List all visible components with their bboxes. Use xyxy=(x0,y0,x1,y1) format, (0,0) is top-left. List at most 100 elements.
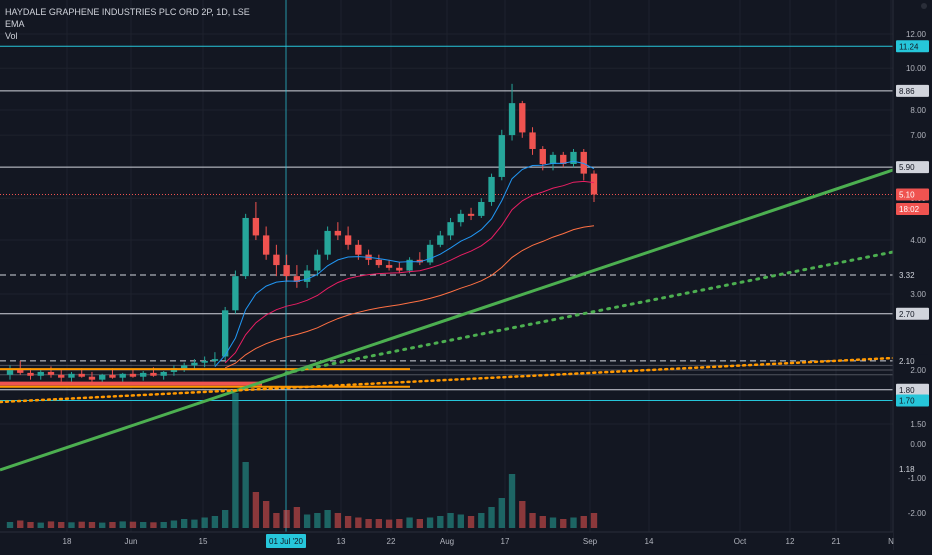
volume-bar xyxy=(273,513,280,528)
price-label-text: 5.90 xyxy=(899,163,915,172)
x-tick-label: N xyxy=(888,537,894,546)
indicator-vol-label[interactable]: Vol xyxy=(5,31,18,41)
candle-body xyxy=(283,265,290,277)
volume-bar xyxy=(580,516,587,528)
crosshair-x-label: 01 Jul '20 xyxy=(269,537,304,546)
candle-body xyxy=(324,230,331,255)
x-tick-label: 21 xyxy=(832,537,841,546)
candle-body xyxy=(252,217,260,236)
volume-bar xyxy=(150,522,157,528)
volume-bar xyxy=(232,393,239,528)
volume-bar xyxy=(334,513,342,528)
candle-body xyxy=(293,276,301,282)
price-label-text: 2.70 xyxy=(899,310,915,319)
candle-body xyxy=(314,254,321,271)
ema-line-fast xyxy=(214,160,595,368)
candle-body xyxy=(539,148,546,164)
candle-body xyxy=(344,235,352,245)
crosshair-x-label-box xyxy=(266,534,306,548)
volume-bar xyxy=(324,510,331,528)
price-label-box xyxy=(896,383,929,396)
price-label-box xyxy=(896,463,929,476)
candle-body xyxy=(129,373,137,377)
ema-line-slow xyxy=(224,225,595,369)
volume-bar xyxy=(119,521,126,528)
volume-bar xyxy=(99,522,106,528)
volume-bar xyxy=(570,517,577,528)
price-label-box xyxy=(896,188,929,201)
candle-body xyxy=(467,213,475,216)
candle-body xyxy=(355,244,362,255)
candle-body xyxy=(242,217,249,277)
price-label-box xyxy=(896,84,929,97)
symbol-title: HAYDALE GRAPHENE INDUSTRIES PLC ORD 2P, … xyxy=(5,7,250,17)
volume-bar xyxy=(519,501,526,528)
candle-body xyxy=(590,173,598,195)
volume-bar xyxy=(355,517,362,528)
price-label-box xyxy=(896,161,929,174)
volume-bar xyxy=(68,522,75,528)
candle-body xyxy=(426,244,434,263)
volume-bar xyxy=(47,521,55,528)
volume-bar xyxy=(191,519,198,528)
y-tick-label: 7.00 xyxy=(910,131,926,140)
volume-bar xyxy=(539,516,546,528)
y-tick-label: -2.00 xyxy=(908,509,927,518)
chart-legend: HAYDALE GRAPHENE INDUSTRIES PLC ORD 2P, … xyxy=(5,6,250,42)
volume-bar xyxy=(109,522,116,528)
candle-body xyxy=(447,222,454,236)
candle-body xyxy=(262,235,270,255)
price-label-box xyxy=(896,40,929,53)
candle-body xyxy=(180,365,188,369)
candle-body xyxy=(498,135,505,177)
candle-body xyxy=(303,270,311,282)
candle-body xyxy=(519,103,526,133)
price-label-text: 18:02 xyxy=(899,205,920,214)
volume-bar xyxy=(447,513,454,528)
volume-bar xyxy=(396,519,403,528)
candle-body xyxy=(529,132,536,149)
trendline-dotted xyxy=(284,250,895,375)
candle-body xyxy=(508,103,516,136)
indicator-ema-label[interactable]: EMA xyxy=(5,19,25,29)
volume-bar xyxy=(344,516,352,528)
volume-bar xyxy=(590,513,598,528)
y-tick-label: 8.00 xyxy=(910,106,926,115)
candle-body xyxy=(385,265,393,268)
candle-body xyxy=(6,370,14,375)
x-tick-label: Aug xyxy=(440,537,454,546)
price-label-text: 1.70 xyxy=(899,397,915,406)
x-tick-label: 18 xyxy=(63,537,72,546)
price-label-box xyxy=(896,203,929,216)
candle-body xyxy=(201,360,208,363)
candle-body xyxy=(150,372,157,376)
candle-body xyxy=(17,370,24,373)
price-label-box xyxy=(896,354,929,367)
volume-bar xyxy=(508,474,516,528)
candle-body xyxy=(140,372,147,377)
volume-bar xyxy=(58,522,65,528)
volume-bar xyxy=(375,519,383,528)
candle-body xyxy=(27,372,34,376)
volume-bar xyxy=(293,507,301,528)
volume-bar xyxy=(467,516,475,528)
candle-body xyxy=(211,359,219,361)
volume-bar xyxy=(549,517,557,528)
candle-body xyxy=(109,374,116,378)
volume-bar xyxy=(385,519,393,528)
volume-bar xyxy=(406,517,413,528)
price-label-text: 5.10 xyxy=(899,190,915,199)
volume-bar xyxy=(314,513,321,528)
y-tick-label: 12.00 xyxy=(906,30,927,39)
volume-bar xyxy=(426,517,434,528)
volume-bar xyxy=(457,514,464,528)
candle-body xyxy=(396,267,403,271)
trendline-main xyxy=(0,168,894,472)
volume-bar xyxy=(17,520,24,528)
y-tick-label: -1.00 xyxy=(908,474,927,483)
volume-bar xyxy=(88,522,96,528)
volume-bar xyxy=(180,519,188,528)
volume-bar xyxy=(37,522,44,528)
